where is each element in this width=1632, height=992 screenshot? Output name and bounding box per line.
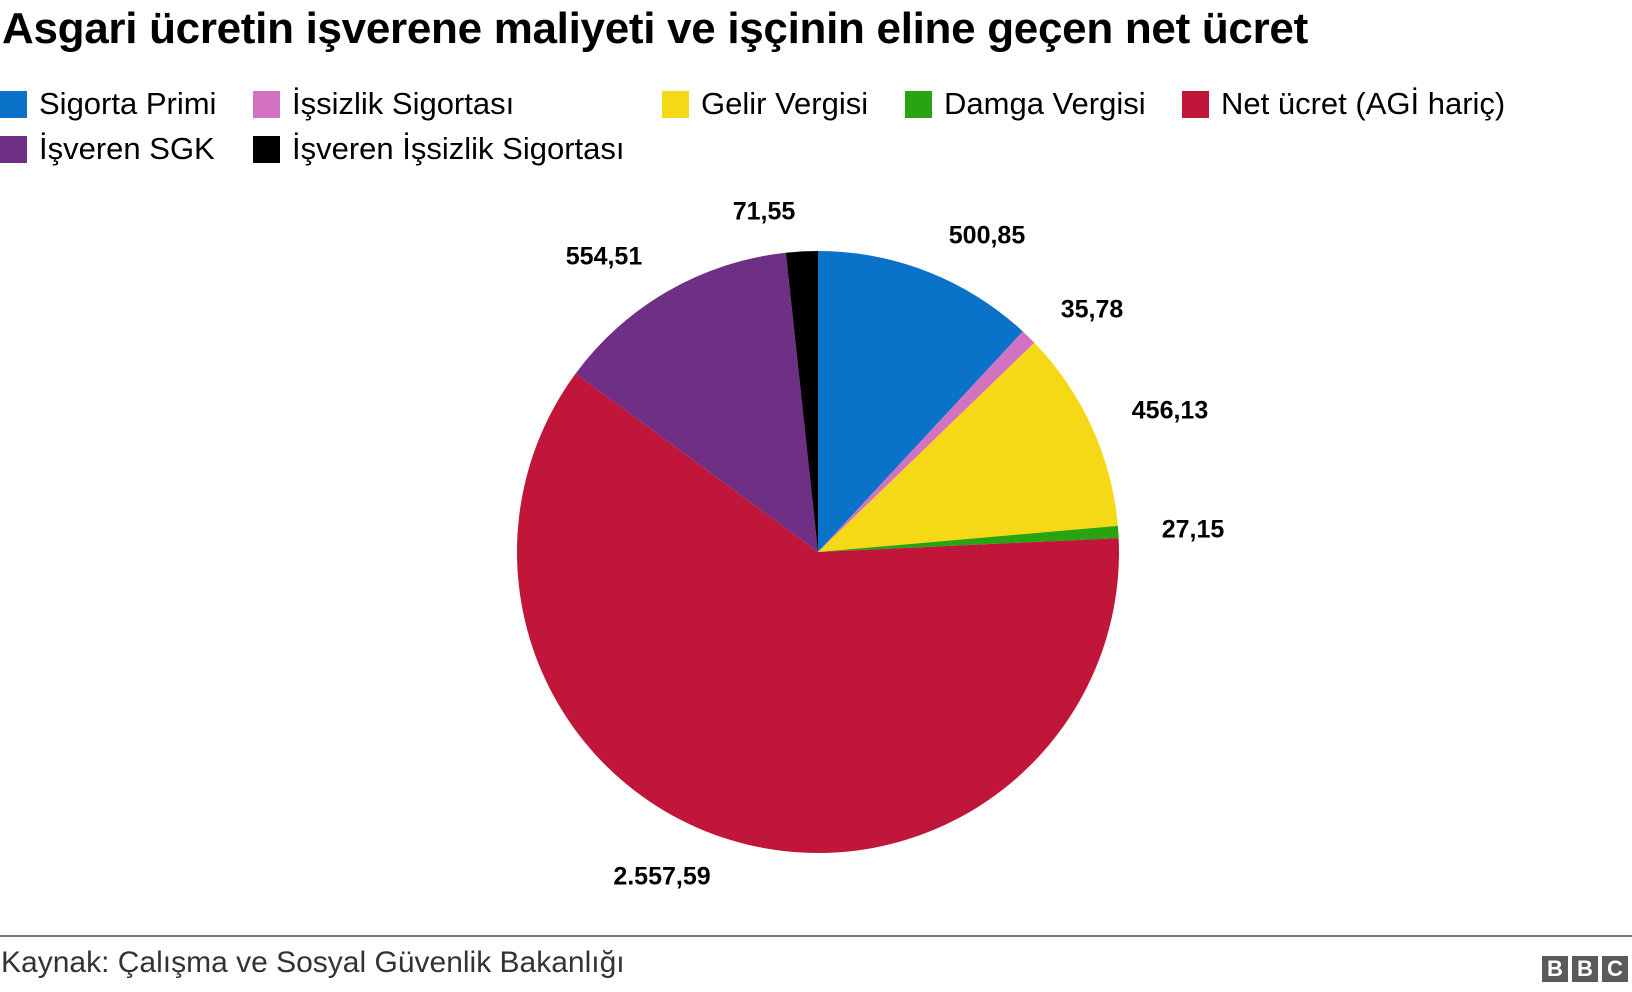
footer-divider [0,935,1632,937]
slice-value-label: 71,55 [732,197,796,226]
legend-swatch [0,135,27,163]
pie-slice [818,525,1119,552]
legend-swatch [1182,90,1209,118]
legend-label: İşveren SGK [39,131,215,166]
legend-swatch [0,90,27,118]
logo-letter: C [1602,956,1628,982]
legend-label: İşveren İşsizlik Sigortası [292,131,625,166]
legend-item: Net ücret (AGİ hariç) [1182,86,1505,122]
legend-item: Sigorta Primi [0,86,216,122]
logo-letter: B [1572,956,1598,982]
pie-slice [818,251,1023,552]
pie-slice [575,252,818,552]
pie-slice [785,251,818,552]
slice-value-label: 35,78 [1060,295,1124,324]
logo-letter: B [1542,956,1568,982]
legend-label: İşsizlik Sigortası [292,86,515,121]
legend-swatch [253,135,280,163]
legend-label: Net ücret (AGİ hariç) [1221,86,1506,121]
slice-value-label: 554,51 [565,242,643,271]
legend-item: Damga Vergisi [905,86,1146,122]
legend-label: Damga Vergisi [944,86,1146,121]
legend-item: Gelir Vergisi [662,86,868,122]
pie-slice [818,331,1035,552]
legend-swatch [905,90,932,118]
legend-swatch [253,90,280,118]
legend-item: İşsizlik Sigortası [253,86,514,122]
pie-slice [818,342,1118,552]
slice-value-label: 456,13 [1131,396,1209,425]
legend-swatch [662,90,689,118]
chart-title: Asgari ücretin işverene maliyeti ve işçi… [2,4,1308,53]
legend-label: Sigorta Primi [39,86,217,121]
slice-value-label: 27,15 [1161,515,1225,544]
slice-value-label: 2.557,59 [613,862,711,891]
source-text: Kaynak: Çalışma ve Sosyal Güvenlik Bakan… [1,946,625,979]
bbc-logo: B B C [1542,956,1628,982]
legend-label: Gelir Vergisi [701,86,869,121]
slice-value-label: 500,85 [948,221,1026,250]
pie-slice [517,373,1119,853]
legend-item: İşveren SGK [0,131,215,167]
legend-item: İşveren İşsizlik Sigortası [253,131,625,167]
